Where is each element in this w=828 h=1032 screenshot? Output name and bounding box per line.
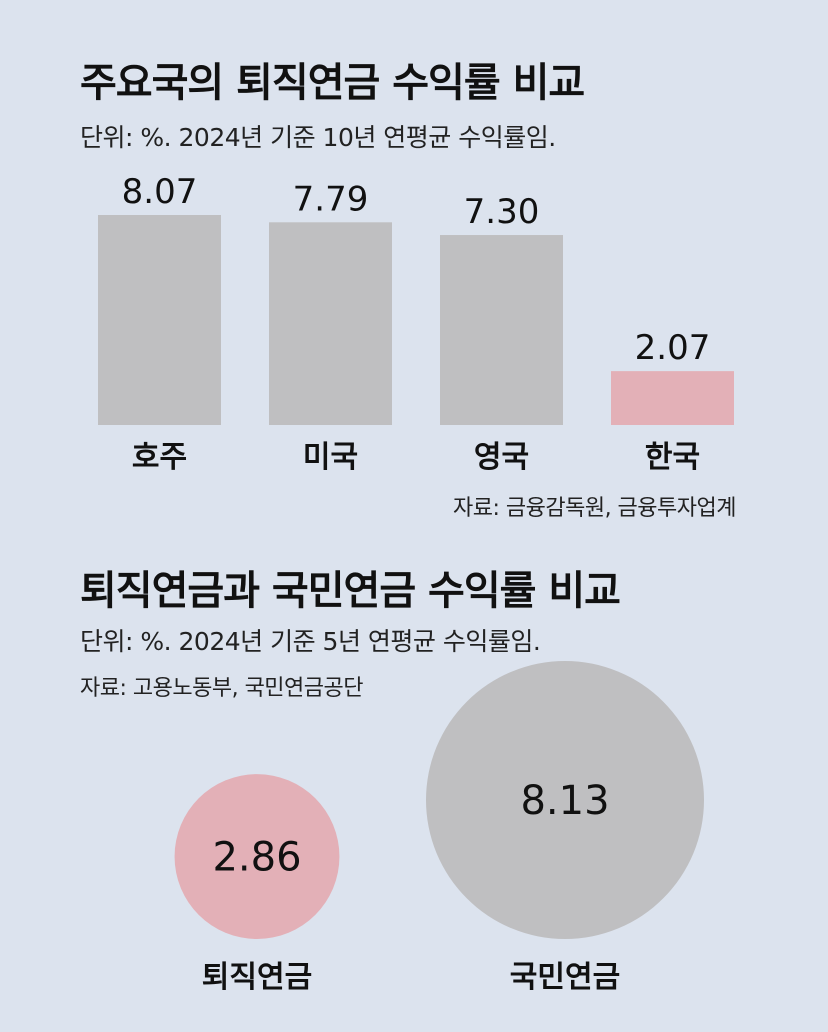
bubble-value-label: 2.86 bbox=[212, 835, 301, 881]
bubble-1 bbox=[174, 774, 340, 939]
bubble-chart-subtitle: 단위: %. 2024년 기준 5년 연평균 수익률임. bbox=[80, 627, 541, 656]
bubble-category-label: 퇴직연금 bbox=[202, 960, 312, 995]
bar-value-label: 2.07 bbox=[635, 328, 711, 368]
bubble-chart-source: 자료: 고용노동부, 국민연금공단 bbox=[80, 676, 364, 701]
bar-category-label: 호주 bbox=[132, 440, 187, 475]
bubble-category-label: 국민연금 bbox=[510, 960, 620, 995]
bubble-chart: 2.86 퇴직연금 8.13 국민연금 bbox=[174, 661, 704, 995]
bar-chart-title: 주요국의 퇴직연금 수익률 비교 bbox=[80, 60, 585, 106]
bar-value-label: 7.30 bbox=[464, 192, 540, 232]
bar-value-label: 7.79 bbox=[293, 179, 369, 219]
bar-category-label: 한국 bbox=[645, 440, 700, 475]
bar-chart: 8.07 호주 7.79 미국 7.30 영국 2.07 한국 bbox=[98, 172, 734, 475]
bubble-value-label: 8.13 bbox=[520, 778, 609, 824]
bar-chart-source: 자료: 금융감독원, 금융투자업계 bbox=[452, 496, 737, 521]
bubble-chart-title: 퇴직연금과 국민연금 수익률 비교 bbox=[80, 568, 621, 614]
bar-chart-subtitle: 단위: %. 2024년 기준 10년 연평균 수익률임. bbox=[80, 123, 556, 152]
bar-4 bbox=[611, 371, 734, 425]
bar-1 bbox=[98, 215, 221, 425]
bar-3 bbox=[440, 235, 563, 425]
bar-value-label: 8.07 bbox=[122, 172, 198, 212]
bar-category-label: 미국 bbox=[303, 440, 358, 475]
bar-category-label: 영국 bbox=[474, 440, 529, 475]
bubble-2 bbox=[426, 661, 704, 939]
bar-2 bbox=[269, 222, 392, 425]
